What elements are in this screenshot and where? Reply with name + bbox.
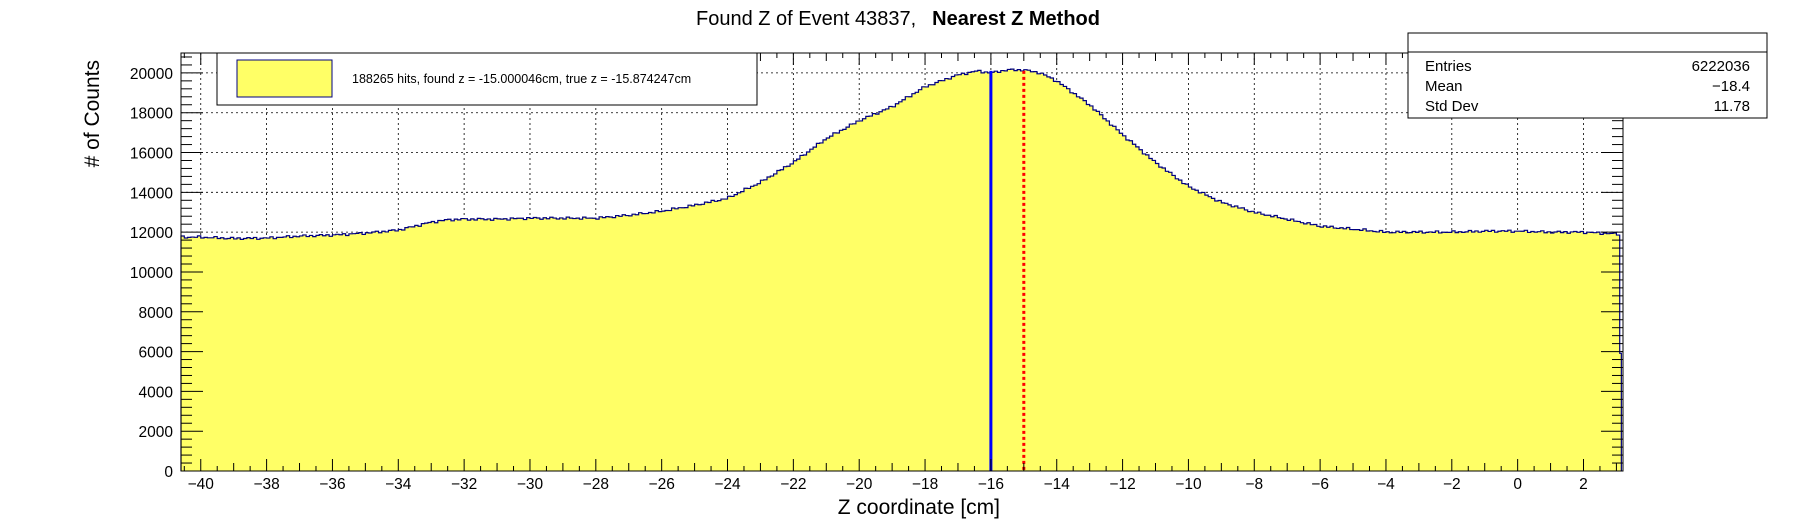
x-tick-label: −38 bbox=[253, 476, 279, 493]
histogram-outline bbox=[180, 68, 1622, 471]
stats-box-frame bbox=[1407, 32, 1768, 119]
x-tick-label: −24 bbox=[714, 476, 741, 493]
y-tick-label: 10000 bbox=[130, 265, 173, 282]
x-axis-title: Z coordinate [cm] bbox=[838, 496, 1000, 519]
x-tick-label: −22 bbox=[780, 476, 806, 493]
chart-title-main: Found Z of Event 43837, bbox=[696, 8, 916, 30]
x-tick-label: −30 bbox=[517, 476, 544, 493]
x-tick-label: −20 bbox=[846, 476, 873, 493]
x-tick-label: −10 bbox=[1175, 476, 1202, 493]
y-tick-label: 8000 bbox=[139, 305, 174, 322]
x-tick-label: −14 bbox=[1044, 476, 1071, 493]
x-tick-label: 0 bbox=[1513, 476, 1522, 493]
y-tick-label: 20000 bbox=[130, 66, 173, 83]
z-markers bbox=[989, 70, 1026, 471]
x-tick-label: −12 bbox=[1109, 476, 1135, 493]
x-tick-label: −40 bbox=[188, 476, 215, 493]
histogram-fill bbox=[181, 69, 1622, 471]
stats-mean-label: Mean bbox=[1425, 78, 1463, 95]
y-tick-label: 6000 bbox=[139, 345, 174, 362]
y-tick-label: 18000 bbox=[130, 106, 173, 123]
x-tick-label: −4 bbox=[1377, 476, 1395, 493]
stats-mean-value: −18.4 bbox=[1712, 78, 1750, 95]
legend: 188265 hits, found z = -15.000046cm, tru… bbox=[216, 52, 758, 106]
y-tick-label: 0 bbox=[164, 464, 173, 481]
stats-stddev-label: Std Dev bbox=[1425, 98, 1479, 115]
y-tick-label: 16000 bbox=[130, 146, 173, 163]
x-tick-label: −18 bbox=[912, 476, 938, 493]
x-tick-label: −16 bbox=[978, 476, 1004, 493]
y-tick-label: 12000 bbox=[130, 225, 173, 242]
stats-box: Entries 6222036 Mean −18.4 Std Dev 11.78 bbox=[1407, 32, 1768, 119]
y-axis-title: # of Counts bbox=[81, 60, 104, 167]
x-tick-label: −28 bbox=[583, 476, 609, 493]
stats-entries-label: Entries bbox=[1425, 58, 1472, 75]
x-tick-label: −6 bbox=[1311, 476, 1329, 493]
y-tick-label: 2000 bbox=[139, 424, 174, 441]
chart-title-method: Nearest Z Method bbox=[932, 8, 1100, 30]
y-tick-label: 14000 bbox=[130, 185, 173, 202]
legend-label: 188265 hits, found z = -15.000046cm, tru… bbox=[352, 72, 691, 86]
x-tick-label: −8 bbox=[1245, 476, 1263, 493]
x-tick-label: −36 bbox=[319, 476, 345, 493]
stats-entries-value: 6222036 bbox=[1692, 58, 1750, 75]
y-tick-label: 4000 bbox=[139, 384, 174, 401]
x-tick-label: −32 bbox=[451, 476, 477, 493]
tick-labels: −40 −38 −36 −34 −32 −30 −28 −26 −24 −22 −20 −18 −16−… bbox=[130, 66, 1588, 493]
x-tick-label: −2 bbox=[1443, 476, 1461, 493]
legend-swatch bbox=[236, 59, 333, 98]
x-tick-label: −26 bbox=[649, 476, 675, 493]
x-tick-label: −34 bbox=[385, 476, 412, 493]
x-tick-label: 2 bbox=[1579, 476, 1588, 493]
stats-stddev-value: 11.78 bbox=[1714, 98, 1750, 115]
chart-title: Found Z of Event 43837, Nearest Z Method bbox=[696, 8, 1100, 30]
plot-frame bbox=[180, 52, 1624, 472]
